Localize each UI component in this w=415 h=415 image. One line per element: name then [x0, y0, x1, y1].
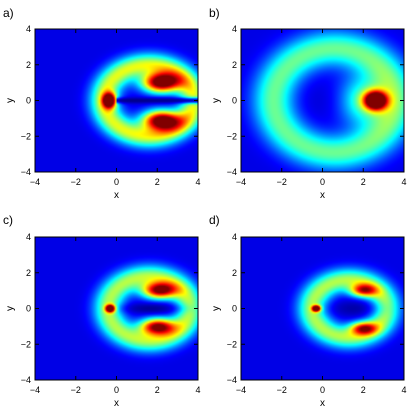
x-tick-label: 0 — [114, 385, 119, 395]
x-tick-label: −2 — [277, 177, 287, 187]
x-tick-label: 2 — [361, 177, 366, 187]
y-tick-label: 0 — [232, 304, 237, 314]
panel-label: d) — [209, 213, 220, 227]
y-tick-label: 0 — [26, 96, 31, 106]
heatmap-image — [241, 237, 404, 380]
x-tick-label: 4 — [401, 385, 406, 395]
x-tick-label: 4 — [401, 177, 406, 187]
x-tick-label: 4 — [195, 385, 200, 395]
x-tick-label: −4 — [236, 177, 246, 187]
y-tick-label: −4 — [227, 375, 237, 385]
x-tick-label: 2 — [361, 385, 366, 395]
y-tick-label: 2 — [26, 268, 31, 278]
x-axis-label: x — [320, 398, 325, 409]
x-tick-label: 2 — [155, 177, 160, 187]
x-tick-label: −2 — [71, 177, 81, 187]
panel-4: −4 −2 0 2 4 −4 −2 0 2 4 x y d) — [209, 213, 407, 409]
y-tick-label: −2 — [21, 339, 31, 349]
heatmap-image — [35, 29, 198, 172]
y-tick-label: −2 — [227, 131, 237, 141]
y-axis-label: y — [211, 306, 222, 311]
y-tick-label: −4 — [21, 167, 31, 177]
y-tick-label: −4 — [227, 167, 237, 177]
y-tick-label: 4 — [232, 24, 237, 34]
x-tick-label: −4 — [236, 385, 246, 395]
panel-label: b) — [209, 6, 220, 20]
y-tick-label: 4 — [232, 232, 237, 242]
panel-label: a) — [3, 6, 14, 20]
x-axis-label: x — [114, 398, 119, 409]
heatmap-image — [241, 29, 404, 172]
y-tick-label: −2 — [21, 131, 31, 141]
x-axis-label: x — [114, 190, 119, 201]
y-tick-label: −2 — [227, 339, 237, 349]
x-tick-label: 4 — [195, 177, 200, 187]
y-axis-label: y — [5, 98, 16, 103]
y-axis-label: y — [5, 306, 16, 311]
x-tick-label: −4 — [30, 385, 40, 395]
y-tick-label: 2 — [232, 268, 237, 278]
y-tick-label: −4 — [21, 375, 31, 385]
y-tick-label: 2 — [232, 60, 237, 70]
x-tick-label: −2 — [71, 385, 81, 395]
x-tick-label: −4 — [30, 177, 40, 187]
y-axis-label: y — [211, 98, 222, 103]
y-tick-label: 4 — [26, 24, 31, 34]
x-tick-label: 0 — [320, 177, 325, 187]
heatmap-image — [35, 237, 198, 380]
x-tick-label: −2 — [277, 385, 287, 395]
panel-3: −4 −2 0 2 4 −4 −2 0 2 4 x y c) — [3, 213, 201, 409]
panel-2: −4 −2 0 2 4 −4 −2 0 2 4 x y b) — [209, 6, 407, 201]
panel-1: −4 −2 0 2 4 −4 −2 0 2 4 x y a) — [3, 6, 201, 201]
x-tick-label: 0 — [114, 177, 119, 187]
y-tick-label: 4 — [26, 232, 31, 242]
x-axis-label: x — [320, 190, 325, 201]
y-tick-label: 0 — [232, 96, 237, 106]
y-tick-label: 0 — [26, 304, 31, 314]
y-tick-label: 2 — [26, 60, 31, 70]
panel-label: c) — [3, 213, 13, 227]
x-tick-label: 2 — [155, 385, 160, 395]
x-tick-label: 0 — [320, 385, 325, 395]
